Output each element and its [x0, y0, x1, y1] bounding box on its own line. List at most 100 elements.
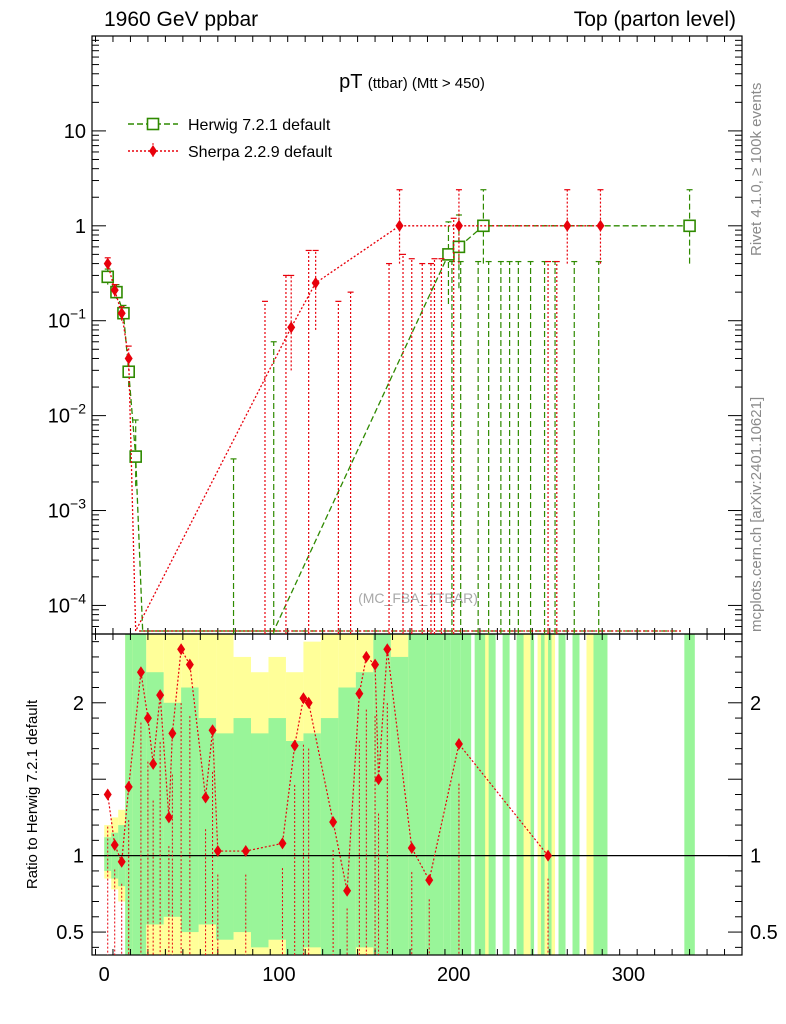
ratio-marker: [168, 727, 177, 740]
ratio-marker: [362, 650, 371, 663]
ratio-band-green: [516, 634, 524, 955]
ratio-band-green: [132, 634, 147, 955]
ratio-marker: [241, 845, 250, 858]
x-tick-label: 100: [262, 964, 295, 986]
ratio-band-green: [443, 634, 451, 955]
ratio-band-green: [373, 634, 391, 955]
series-line: [107, 225, 601, 632]
header-left-label: 1960 GeV ppbar: [104, 8, 259, 31]
legend-herwig-label: Herwig 7.2.1 default: [188, 117, 331, 134]
series-marker: [101, 270, 115, 284]
ratio-marker: [374, 773, 383, 786]
ratio-band-green: [338, 687, 356, 955]
y-tick-label: 10−2: [48, 401, 86, 428]
ratio-band-green: [450, 634, 461, 955]
series-marker: [683, 219, 696, 233]
series-marker: [110, 284, 119, 297]
ratio-marker: [156, 689, 165, 702]
ratio-y-axis-label: Ratio to Herwig 7.2.1 default: [24, 699, 41, 889]
series-marker: [563, 219, 572, 232]
series-marker: [395, 219, 404, 232]
ratio-marker: [103, 788, 112, 801]
series-marker: [103, 257, 112, 270]
ratio-band-green: [558, 634, 566, 955]
ratio-band-green: [198, 718, 217, 925]
y-tick-label: 10−3: [48, 496, 86, 523]
series-marker: [477, 219, 490, 233]
series-marker: [311, 276, 320, 289]
ratio-band-green: [390, 656, 409, 955]
ratio-bands: [104, 634, 695, 955]
ratio-marker: [454, 738, 463, 751]
ratio-band-green: [474, 634, 486, 955]
ratio-tick-label-left: 0.5: [56, 922, 84, 944]
ratio-marker: [136, 666, 145, 679]
series-marker: [442, 248, 455, 261]
ratio-band-yellow: [481, 634, 493, 955]
series-marker: [287, 321, 296, 334]
ratio-band-green: [216, 733, 234, 940]
plot-title: pT (ttbar) (Mtt > 450): [339, 71, 485, 93]
series-marker: [117, 307, 126, 320]
ratio-marker: [201, 791, 210, 804]
y-tick-label: 10−4: [48, 590, 86, 617]
x-tick-label: 300: [612, 964, 645, 986]
ratio-band-green: [541, 634, 545, 955]
ratio-band-yellow: [537, 634, 556, 955]
plot-title-sub: (ttbar) (Mtt > 450): [368, 75, 485, 92]
ratio-marker: [371, 658, 380, 671]
ratio-marker: [124, 780, 133, 793]
ratio-marker: [110, 838, 119, 851]
legend-herwig-marker: [146, 117, 160, 131]
ratio-band-green: [355, 672, 374, 948]
ratio-marker: [213, 845, 222, 858]
ratio-marker: [208, 724, 217, 737]
ratio-tick-label-right: 1: [750, 846, 761, 868]
ratio-tick-label-right: 0.5: [750, 922, 778, 944]
series-marker: [129, 450, 142, 463]
ratio-band-green: [251, 733, 269, 948]
ratio-band-green: [502, 634, 510, 955]
ratio-band-green: [125, 634, 133, 955]
series-marker: [596, 219, 605, 232]
ratio-marker: [177, 643, 186, 656]
ratio-band-green: [285, 741, 304, 955]
ratio-band-green: [408, 634, 426, 955]
x-tick-label: 0: [99, 964, 110, 986]
ratio-band-green: [146, 672, 164, 925]
series-marker: [454, 219, 463, 232]
ratio-band-green: [572, 634, 580, 955]
ratio-marker: [383, 643, 392, 656]
ratio-band-green: [530, 634, 535, 955]
ratio-marker: [185, 658, 194, 671]
ratio-band-green: [460, 634, 472, 955]
ratio-band-green: [104, 837, 112, 871]
ratio-marker: [299, 692, 308, 705]
series-marker: [124, 352, 133, 365]
series-marker: [122, 365, 135, 379]
ratio-tick-label-right: 2: [750, 693, 761, 715]
ratio-marker: [329, 816, 338, 829]
ratio-band-green: [163, 702, 182, 917]
ratio-marker: [278, 837, 287, 850]
analysis-watermark: (MC_FBA_TTBAR): [358, 590, 478, 606]
ratio-band-green: [548, 634, 552, 955]
series-line: [107, 225, 690, 632]
header-right-label: Top (parton level): [573, 8, 736, 31]
ratio-tick-label-left: 2: [73, 693, 84, 715]
ratio-marker: [544, 849, 553, 862]
ratio-band-green: [593, 634, 608, 955]
ratio-marker: [149, 757, 158, 770]
ratio-band-green: [320, 718, 339, 955]
ratio-band-green: [684, 634, 695, 955]
ratio-marker: [407, 842, 416, 854]
y-tick-label: 1: [75, 216, 86, 238]
legend-sherpa-marker: [149, 145, 157, 157]
ratio-marker: [290, 739, 299, 752]
ratio-band-green: [425, 634, 444, 955]
ratio-band-green: [268, 718, 286, 940]
ratio-marker: [164, 811, 173, 824]
ratio-marker: [355, 687, 364, 700]
ratio-series: [103, 643, 553, 955]
